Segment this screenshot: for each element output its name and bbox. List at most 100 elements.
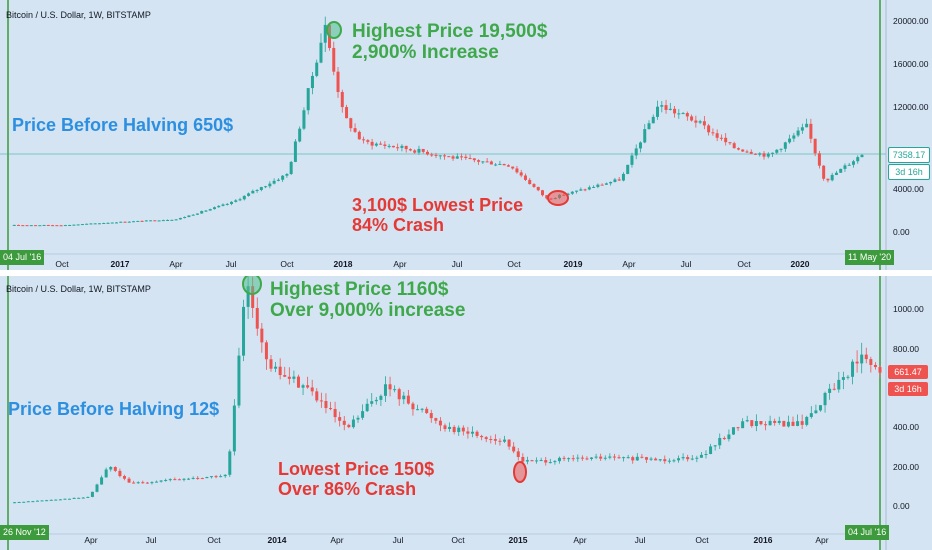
candle-body bbox=[702, 121, 706, 126]
candle-body bbox=[260, 328, 264, 343]
candle-body bbox=[255, 189, 259, 191]
candle-body bbox=[553, 461, 557, 463]
candle-body bbox=[535, 460, 539, 462]
bottom-low-line2: Over 86% Crash bbox=[278, 478, 417, 499]
candle-body bbox=[89, 223, 93, 225]
candle-body bbox=[448, 426, 452, 429]
top-candlestick-chart bbox=[0, 0, 887, 270]
bottom-end-date-label: 04 Jul '16 bbox=[845, 525, 890, 540]
candle-body bbox=[515, 168, 519, 173]
candle-body bbox=[268, 183, 272, 187]
candle-body bbox=[296, 376, 300, 388]
candle-body bbox=[494, 164, 498, 166]
top-chart-pane[interactable]: Bitcoin / U.S. Dollar, 1W, BITSTAMP High… bbox=[0, 0, 932, 270]
candle-body bbox=[855, 361, 859, 364]
bottom-start-date-label: 26 Nov '12 bbox=[0, 525, 49, 540]
candle-body bbox=[519, 172, 523, 176]
candle-body bbox=[461, 427, 465, 432]
candle-body bbox=[575, 190, 579, 192]
candle-body bbox=[617, 179, 621, 181]
top-x-tick: Jul bbox=[680, 259, 692, 269]
candle-body bbox=[447, 156, 451, 158]
bottom-chart-title: Bitcoin / U.S. Dollar, 1W, BITSTAMP bbox=[6, 284, 151, 294]
candle-body bbox=[443, 155, 447, 157]
candle-body bbox=[310, 387, 314, 392]
candle-body bbox=[242, 195, 246, 200]
candle-body bbox=[466, 431, 470, 434]
candle-body bbox=[374, 399, 378, 402]
candle-body bbox=[140, 220, 144, 222]
candle-body bbox=[408, 149, 412, 151]
candle-body bbox=[651, 116, 655, 124]
candle-body bbox=[17, 501, 21, 503]
candle-body bbox=[484, 437, 488, 440]
candle-body bbox=[420, 408, 424, 410]
candle-body bbox=[481, 161, 485, 163]
candle-body bbox=[786, 421, 790, 427]
candle-body bbox=[178, 217, 182, 220]
candle-body bbox=[315, 62, 319, 76]
candle-body bbox=[35, 500, 39, 502]
candle-body bbox=[333, 408, 337, 418]
candle-body bbox=[809, 123, 813, 139]
candle-body bbox=[759, 421, 763, 425]
top-end-date-label: 11 May '20 bbox=[845, 250, 895, 265]
candle-body bbox=[731, 427, 735, 435]
candle-body bbox=[228, 451, 232, 475]
candle-body bbox=[567, 458, 571, 460]
candle-body bbox=[366, 140, 370, 142]
candle-body bbox=[750, 420, 754, 427]
candle-body bbox=[713, 445, 717, 447]
bottom-last-price-tag: 661.47 bbox=[888, 365, 928, 379]
candle-body bbox=[81, 497, 85, 499]
candle-body bbox=[212, 207, 216, 210]
candle-body bbox=[242, 306, 246, 356]
candle-body bbox=[336, 71, 340, 93]
candle-body bbox=[232, 405, 236, 452]
candle-body bbox=[55, 225, 59, 227]
candle-body bbox=[856, 157, 860, 162]
candle-body bbox=[536, 186, 540, 191]
candle-body bbox=[315, 391, 319, 401]
candle-body bbox=[127, 221, 131, 223]
candle-body bbox=[873, 364, 877, 368]
candle-body bbox=[528, 179, 532, 185]
top-y-tick: 0.00 bbox=[893, 227, 910, 237]
candle-body bbox=[362, 139, 366, 141]
candle-body bbox=[800, 421, 804, 425]
candle-body bbox=[31, 501, 35, 503]
bottom-x-tick: Apr bbox=[330, 535, 344, 545]
low-marker-circle bbox=[513, 461, 527, 483]
candle-body bbox=[38, 225, 42, 227]
pane-divider[interactable] bbox=[0, 270, 932, 276]
candle-body bbox=[379, 395, 383, 400]
candle-body bbox=[417, 148, 421, 153]
bottom-chart-pane[interactable]: Bitcoin / U.S. Dollar, 1W, BITSTAMP High… bbox=[0, 276, 932, 550]
candle-body bbox=[823, 392, 827, 406]
candle-body bbox=[511, 166, 515, 169]
candle-body bbox=[347, 424, 351, 428]
candle-body bbox=[438, 155, 442, 157]
candle-body bbox=[400, 145, 404, 148]
candle-body bbox=[59, 225, 63, 227]
top-y-tick: 4000.00 bbox=[893, 184, 924, 194]
candle-body bbox=[49, 499, 53, 501]
candle-body bbox=[521, 456, 525, 462]
candle-body bbox=[489, 439, 493, 441]
candle-body bbox=[472, 158, 476, 161]
candle-body bbox=[830, 174, 834, 181]
candle-body bbox=[663, 459, 667, 462]
candle-body bbox=[123, 221, 127, 223]
candle-body bbox=[391, 145, 395, 148]
candle-body bbox=[530, 460, 534, 462]
candle-body bbox=[443, 425, 447, 429]
candle-body bbox=[86, 496, 90, 498]
bottom-x-tick: 2015 bbox=[508, 535, 528, 545]
candle-body bbox=[455, 156, 459, 159]
candle-body bbox=[200, 211, 204, 214]
candle-body bbox=[430, 154, 434, 156]
candle-body bbox=[609, 181, 613, 184]
candle-body bbox=[754, 421, 758, 427]
candle-body bbox=[161, 220, 165, 222]
candle-body bbox=[93, 223, 97, 225]
